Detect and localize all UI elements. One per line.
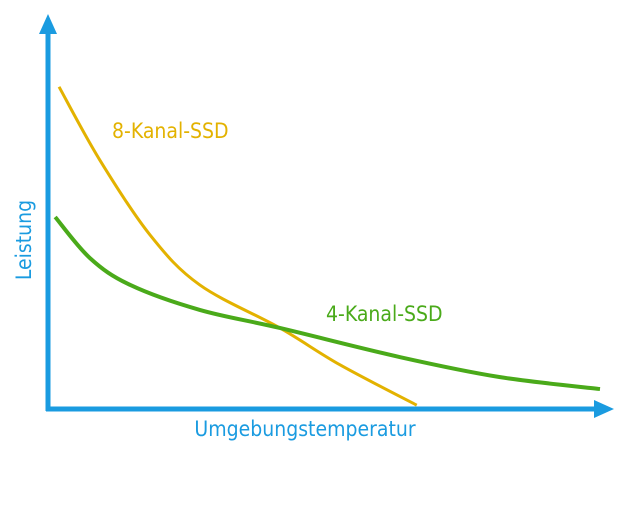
x-axis-arrow-icon [594, 400, 614, 418]
series-label-4-kanal: 4-Kanal-SSD [326, 302, 443, 326]
y-axis-arrow-icon [39, 14, 57, 34]
curves [53, 86, 601, 407]
series-line-4-kanal-ssd [53, 215, 601, 392]
series-line-8-kanal-ssd [57, 86, 418, 407]
x-axis-label: Umgebungstemperatur [194, 417, 415, 441]
y-axis-label: Leistung [12, 200, 36, 280]
series-label-8-kanal: 8-Kanal-SSD [112, 119, 229, 143]
